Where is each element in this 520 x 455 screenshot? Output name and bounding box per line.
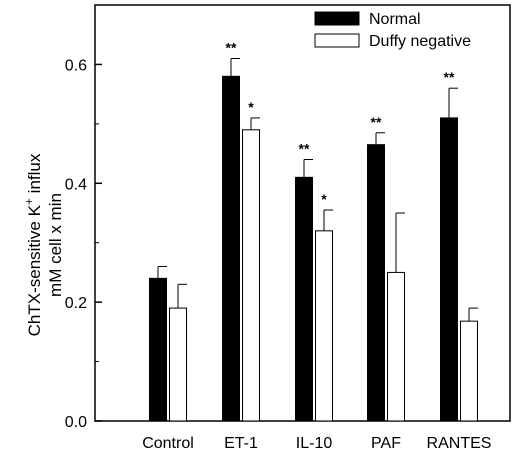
x-tick-label: IL-10	[296, 435, 333, 452]
y-tick-label: 0.4	[65, 176, 87, 193]
x-tick-label: PAF	[371, 435, 401, 452]
bar-normal	[367, 144, 385, 422]
bar-normal	[440, 117, 458, 422]
bar-duffy-negative	[387, 271, 405, 422]
significance-marker: *	[321, 191, 327, 207]
bar-normal	[149, 277, 167, 422]
significance-marker: **	[226, 39, 237, 55]
y-axis: 0.0 0.2 0.4 0.6	[65, 57, 102, 431]
x-axis: Control ET-1 IL-10 PAF RANTES	[142, 435, 491, 452]
x-tick-label: RANTES	[427, 435, 492, 452]
significance-marker: *	[248, 99, 254, 115]
bar-duffy-negative	[169, 307, 187, 422]
y-tick-label: 0.6	[65, 57, 87, 74]
x-tick-label: Control	[142, 435, 194, 452]
x-tick-label: ET-1	[224, 435, 258, 452]
legend-swatch	[314, 11, 360, 26]
legend-label: Normal	[369, 11, 421, 28]
bars-layer: **********	[149, 39, 478, 422]
bar-duffy-negative	[460, 320, 478, 422]
bar-duffy-negative	[315, 230, 333, 422]
bar-normal	[295, 176, 313, 422]
y-tick-label: 0.2	[65, 295, 87, 312]
bar-normal	[222, 75, 240, 422]
bar-duffy-negative	[242, 129, 260, 422]
legend: Normal Duffy negative	[314, 11, 471, 50]
y-axis-label-line1: ChTX-sensitive K+ influx	[22, 153, 44, 336]
legend-swatch	[314, 33, 360, 48]
significance-marker: **	[371, 114, 382, 130]
significance-marker: **	[299, 141, 310, 157]
y-tick-label: 0.0	[65, 414, 87, 431]
significance-marker: **	[444, 69, 455, 85]
legend-label: Duffy negative	[369, 33, 471, 50]
y-axis-label-line2: mM cell x min	[46, 193, 65, 297]
